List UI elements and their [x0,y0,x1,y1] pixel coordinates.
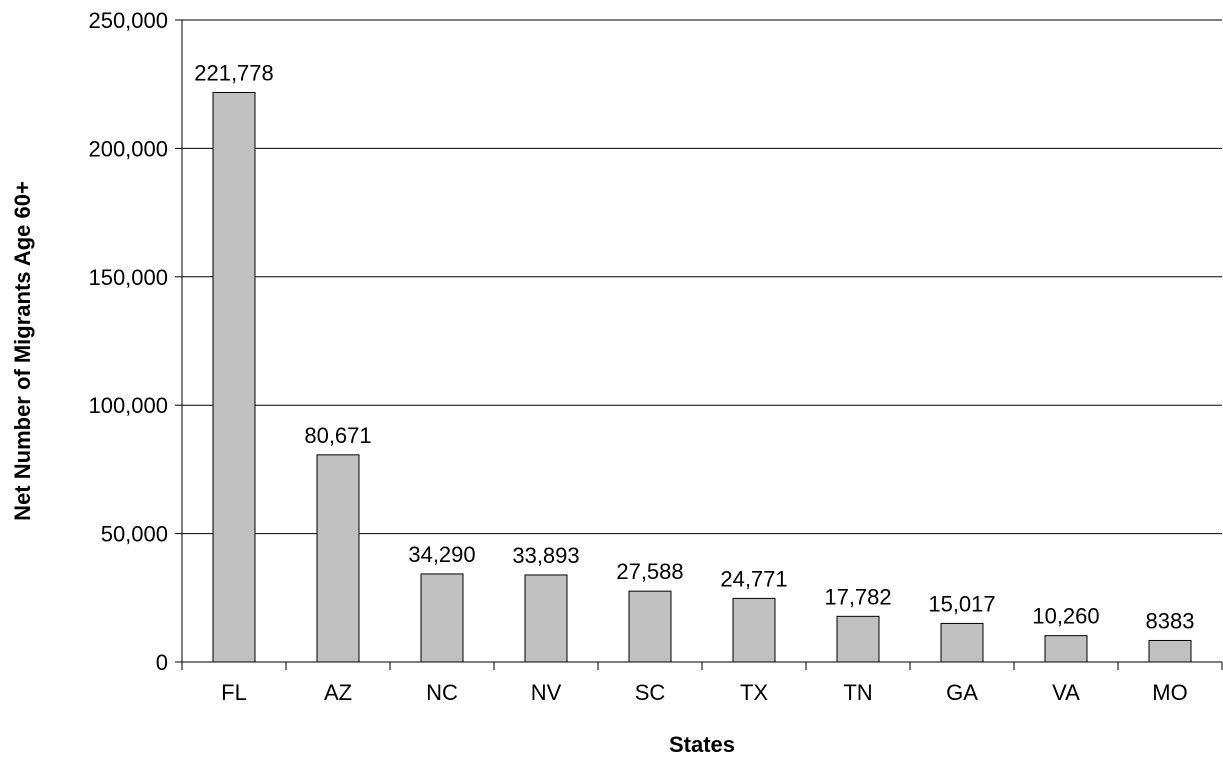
bar-mo [1148,639,1192,663]
y-axis-title: Net Number of Migrants Age 60+ [10,181,35,521]
bar-fl [212,91,256,663]
bar-tn [836,615,880,663]
y-tick-label: 100,000 [88,393,168,418]
bar-tx [732,597,776,663]
y-tick-label: 150,000 [88,265,168,290]
x-tick-label: VA [1052,680,1080,705]
bars [212,91,1192,663]
y-tick-label: 250,000 [88,8,168,33]
data-labels: 221,778 80,671 34,290 33,893 27,588 24,771 17,… [194,60,1194,633]
data-label: 10,260 [1032,604,1099,629]
x-tick-label: MO [1152,680,1187,705]
x-tick-label: GA [946,680,978,705]
x-tick-label: AZ [324,680,352,705]
x-tick-labels: FL AZ NC NV SC TX TN GA VA MO [221,680,1188,705]
data-label: 8383 [1146,608,1195,633]
gridlines [182,19,1222,535]
data-label: 80,671 [304,423,371,448]
y-tick-label: 0 [156,650,168,675]
x-tick-label: FL [221,680,247,705]
bar-nv [524,574,568,663]
x-tick-label: SC [635,680,666,705]
x-tick-label: TN [843,680,872,705]
axes [175,19,1223,670]
bar-sc [628,590,672,663]
bar-az [316,454,360,663]
data-label: 33,893 [512,543,579,568]
y-tick-label: 200,000 [88,136,168,161]
data-label: 17,782 [824,584,891,609]
x-axis-title: States [669,732,735,757]
data-label: 221,778 [194,60,274,85]
bar-nc [420,573,464,663]
data-label: 15,017 [928,591,995,616]
bar-ga [940,622,984,663]
data-label: 24,771 [720,566,787,591]
x-tick-label: NC [426,680,458,705]
y-tick-labels: 0 50,000 100,000 150,000 200,000 250,000 [88,8,168,675]
data-label: 34,290 [408,542,475,567]
x-tick-label: NV [531,680,562,705]
y-tick-label: 50,000 [101,522,168,547]
bar-va [1044,635,1088,663]
data-label: 27,588 [616,559,683,584]
x-tick-label: TX [740,680,768,705]
